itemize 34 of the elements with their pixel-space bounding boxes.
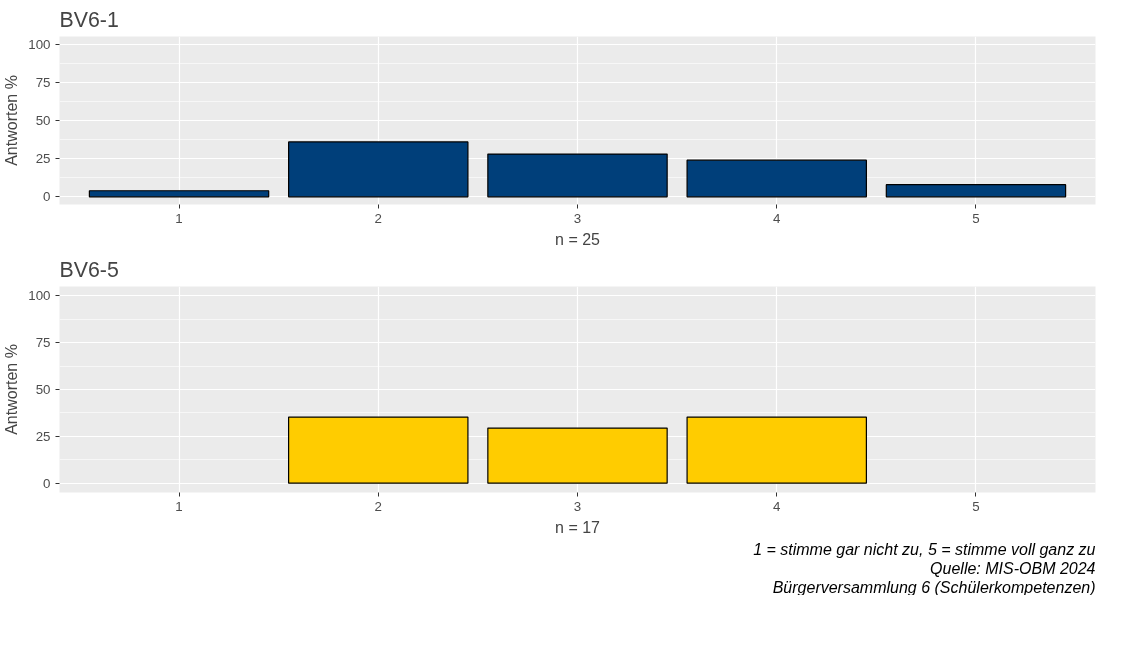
chart-title: BV6-1: [59, 7, 119, 32]
source-note: Quelle: MIS-OBM 2024: [930, 559, 1096, 577]
x-tick-label: 2: [374, 498, 382, 514]
text: 1 = stimme gar nicht zu, 5 = stimme voll ganz zu: [753, 540, 1096, 558]
x-tick-label: 5: [972, 498, 980, 514]
y-tick-label: 50: [35, 382, 51, 397]
y-tick-label: 25: [35, 428, 51, 444]
y-tick-label: 100: [28, 288, 51, 304]
y-tick-label: 50: [35, 113, 51, 128]
x-tick-label: 4: [773, 210, 782, 226]
bar: [885, 184, 1067, 198]
bar: [686, 159, 867, 198]
y-tick-label: 25: [35, 151, 51, 167]
y-tick-label: 0: [43, 475, 51, 491]
y-tick-label: 0: [43, 189, 51, 205]
x-axis-title: n = 25: [555, 230, 601, 248]
chart-title: BV6-5: [59, 257, 119, 282]
text: Bürgerversammlung 6 (Schülerkompetenzen): [772, 578, 1096, 596]
y-tick-label: 75: [35, 74, 51, 90]
x-tick-label: 3: [573, 498, 582, 514]
x-axis-title: n = 17: [555, 518, 601, 536]
x-tick-label: 3: [573, 210, 582, 226]
y-tick-label: 100: [28, 36, 51, 52]
bar: [288, 141, 469, 198]
x-tick-label: 5: [972, 210, 980, 226]
bar: [487, 153, 668, 198]
y-axis-title: Antworten %: [3, 344, 21, 435]
x-tick-label: 1: [175, 498, 183, 514]
y-axis-title: Antworten %: [3, 75, 21, 166]
x-tick-label: 1: [175, 210, 183, 226]
y-tick-label: 75: [35, 335, 51, 351]
x-tick-label: 4: [773, 498, 782, 514]
x-tick-label: 2: [374, 210, 382, 226]
bar: [88, 190, 270, 198]
